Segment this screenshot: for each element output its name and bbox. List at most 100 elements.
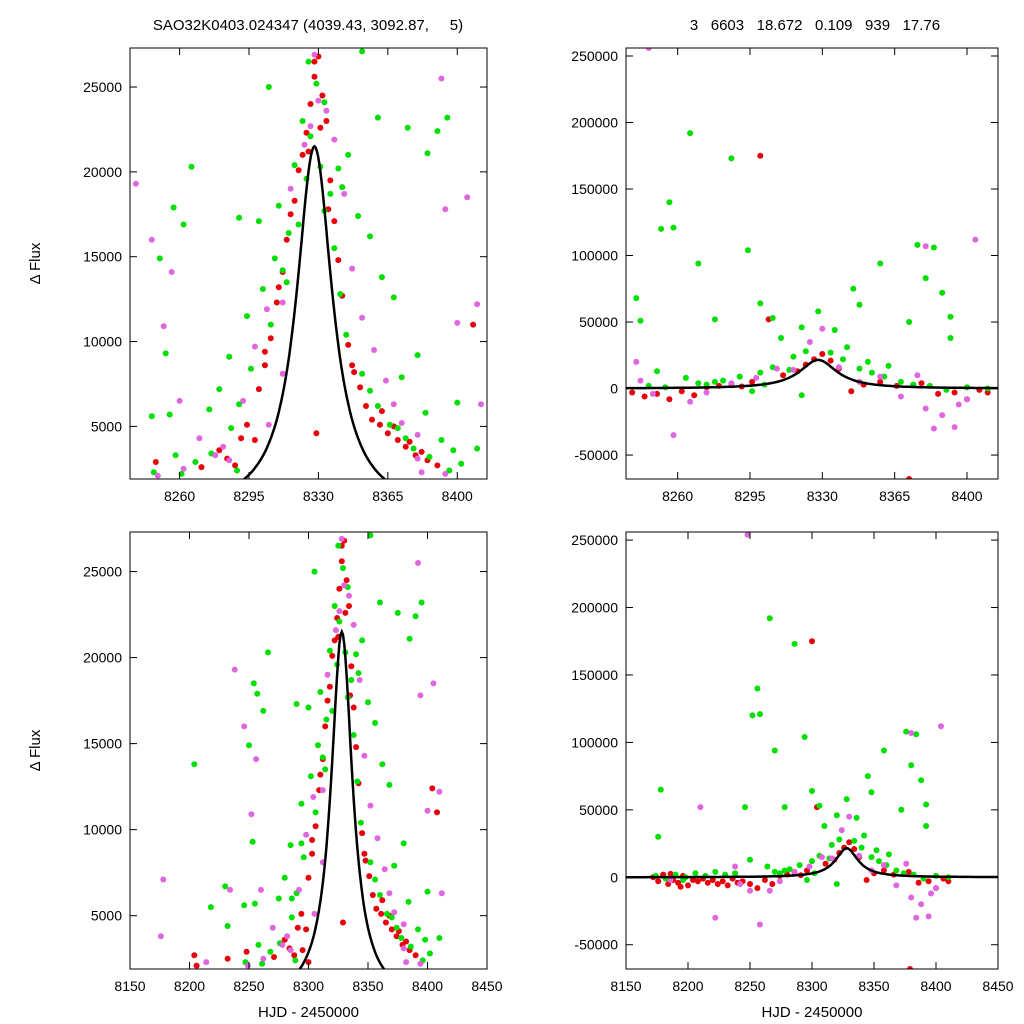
data-point-green	[298, 840, 305, 847]
data-point-green	[359, 370, 366, 377]
y-tick-label: 15000	[83, 736, 122, 752]
data-point-red	[362, 857, 369, 864]
data-point-red	[704, 879, 711, 886]
plot-area	[626, 532, 998, 969]
data-point-magenta	[257, 886, 264, 893]
data-point-green	[374, 403, 381, 409]
x-tick-label: 8365	[879, 488, 910, 504]
data-point-green	[394, 609, 401, 616]
y-tick-label: 100000	[571, 734, 618, 750]
data-point-green	[446, 467, 453, 474]
data-point-magenta	[897, 393, 904, 400]
data-point-magenta	[220, 443, 227, 450]
y-tick-label: 25000	[83, 79, 122, 95]
x-tick-label: 8400	[412, 978, 443, 994]
data-point-red	[694, 878, 701, 885]
data-point-green	[354, 778, 361, 785]
data-point-green	[295, 221, 302, 228]
data-point-magenta	[415, 560, 421, 566]
data-point-green	[287, 842, 294, 849]
data-point-green	[736, 373, 743, 380]
data-point-magenta	[922, 405, 929, 412]
x-tick-label: 8365	[372, 488, 403, 504]
x-tick-label: 8260	[164, 488, 195, 504]
y-axis-label: Δ Flux	[27, 242, 44, 284]
data-point-magenta	[438, 75, 445, 82]
x-tick-label: 8450	[471, 978, 502, 994]
y-tick-label: 150000	[571, 667, 618, 683]
data-point-red	[724, 882, 731, 889]
y-tick-label: 5000	[91, 908, 122, 924]
data-point-green	[778, 335, 784, 341]
data-point-green	[840, 356, 846, 363]
data-point-green	[712, 868, 719, 875]
data-point-green	[786, 366, 793, 373]
data-point-green	[868, 789, 875, 796]
data-point-magenta	[430, 680, 437, 687]
data-point-green	[372, 876, 379, 883]
model-fit-curve	[242, 144, 387, 479]
data-point-magenta	[279, 941, 286, 948]
data-point-magenta	[880, 862, 887, 869]
data-point-red	[331, 218, 338, 225]
data-point-green	[365, 699, 371, 706]
y-tick-label: 100000	[571, 248, 618, 264]
data-point-red	[378, 910, 385, 917]
x-tick-label: 8295	[734, 488, 765, 504]
data-point-green	[248, 365, 254, 372]
data-point-green	[327, 190, 334, 197]
data-point-green	[728, 155, 735, 162]
data-point-red	[641, 393, 648, 400]
data-point-magenta	[914, 372, 921, 379]
data-point-red	[925, 878, 932, 885]
data-point-magenta	[939, 412, 946, 419]
data-point-magenta	[203, 959, 210, 966]
data-point-green	[454, 399, 461, 406]
data-point-red	[822, 860, 829, 867]
data-point-green	[771, 747, 778, 754]
data-point-green	[856, 301, 863, 308]
data-point-green	[291, 162, 298, 169]
data-point-green	[444, 114, 451, 121]
data-point-green	[255, 218, 262, 225]
data-point-red	[291, 952, 298, 959]
data-point-green	[250, 680, 257, 687]
x-tick-label: 8300	[293, 978, 324, 994]
data-point-red	[336, 585, 343, 592]
x-tick-label: 8330	[807, 488, 838, 504]
data-point-green	[367, 387, 373, 394]
data-point-red	[369, 892, 376, 898]
data-point-green	[305, 58, 312, 65]
data-point-green	[903, 728, 910, 735]
data-point-red	[629, 389, 636, 396]
data-point-green	[259, 286, 266, 292]
data-point-magenta	[933, 885, 939, 892]
data-point-green	[796, 862, 803, 869]
data-point-red	[780, 372, 787, 379]
data-point-magenta	[311, 910, 318, 917]
data-point-green	[307, 133, 314, 140]
x-tick-label: 8250	[233, 978, 264, 994]
data-point-red	[654, 390, 660, 397]
data-point-green	[228, 425, 235, 432]
data-point-green	[271, 255, 278, 262]
data-point-magenta	[196, 435, 203, 442]
data-point-red	[298, 910, 305, 917]
data-point-green	[378, 274, 385, 281]
data-point-green	[321, 99, 328, 106]
data-point-green	[311, 568, 318, 575]
model-fit-curve	[298, 628, 386, 969]
data-point-red	[877, 378, 884, 385]
data-point-red	[369, 416, 375, 423]
data-point-magenta	[766, 887, 773, 894]
data-point-red	[402, 443, 409, 450]
data-point-red	[340, 919, 346, 926]
data-point-magenta	[287, 947, 294, 954]
data-point-red	[353, 744, 360, 751]
data-point-red	[677, 883, 684, 890]
x-tick-label: 8400	[442, 488, 473, 504]
data-point-magenta	[838, 827, 845, 834]
data-point-red	[311, 73, 318, 80]
data-point-red	[335, 257, 342, 264]
x-axis-label: HJD - 2450000	[762, 1004, 863, 1021]
